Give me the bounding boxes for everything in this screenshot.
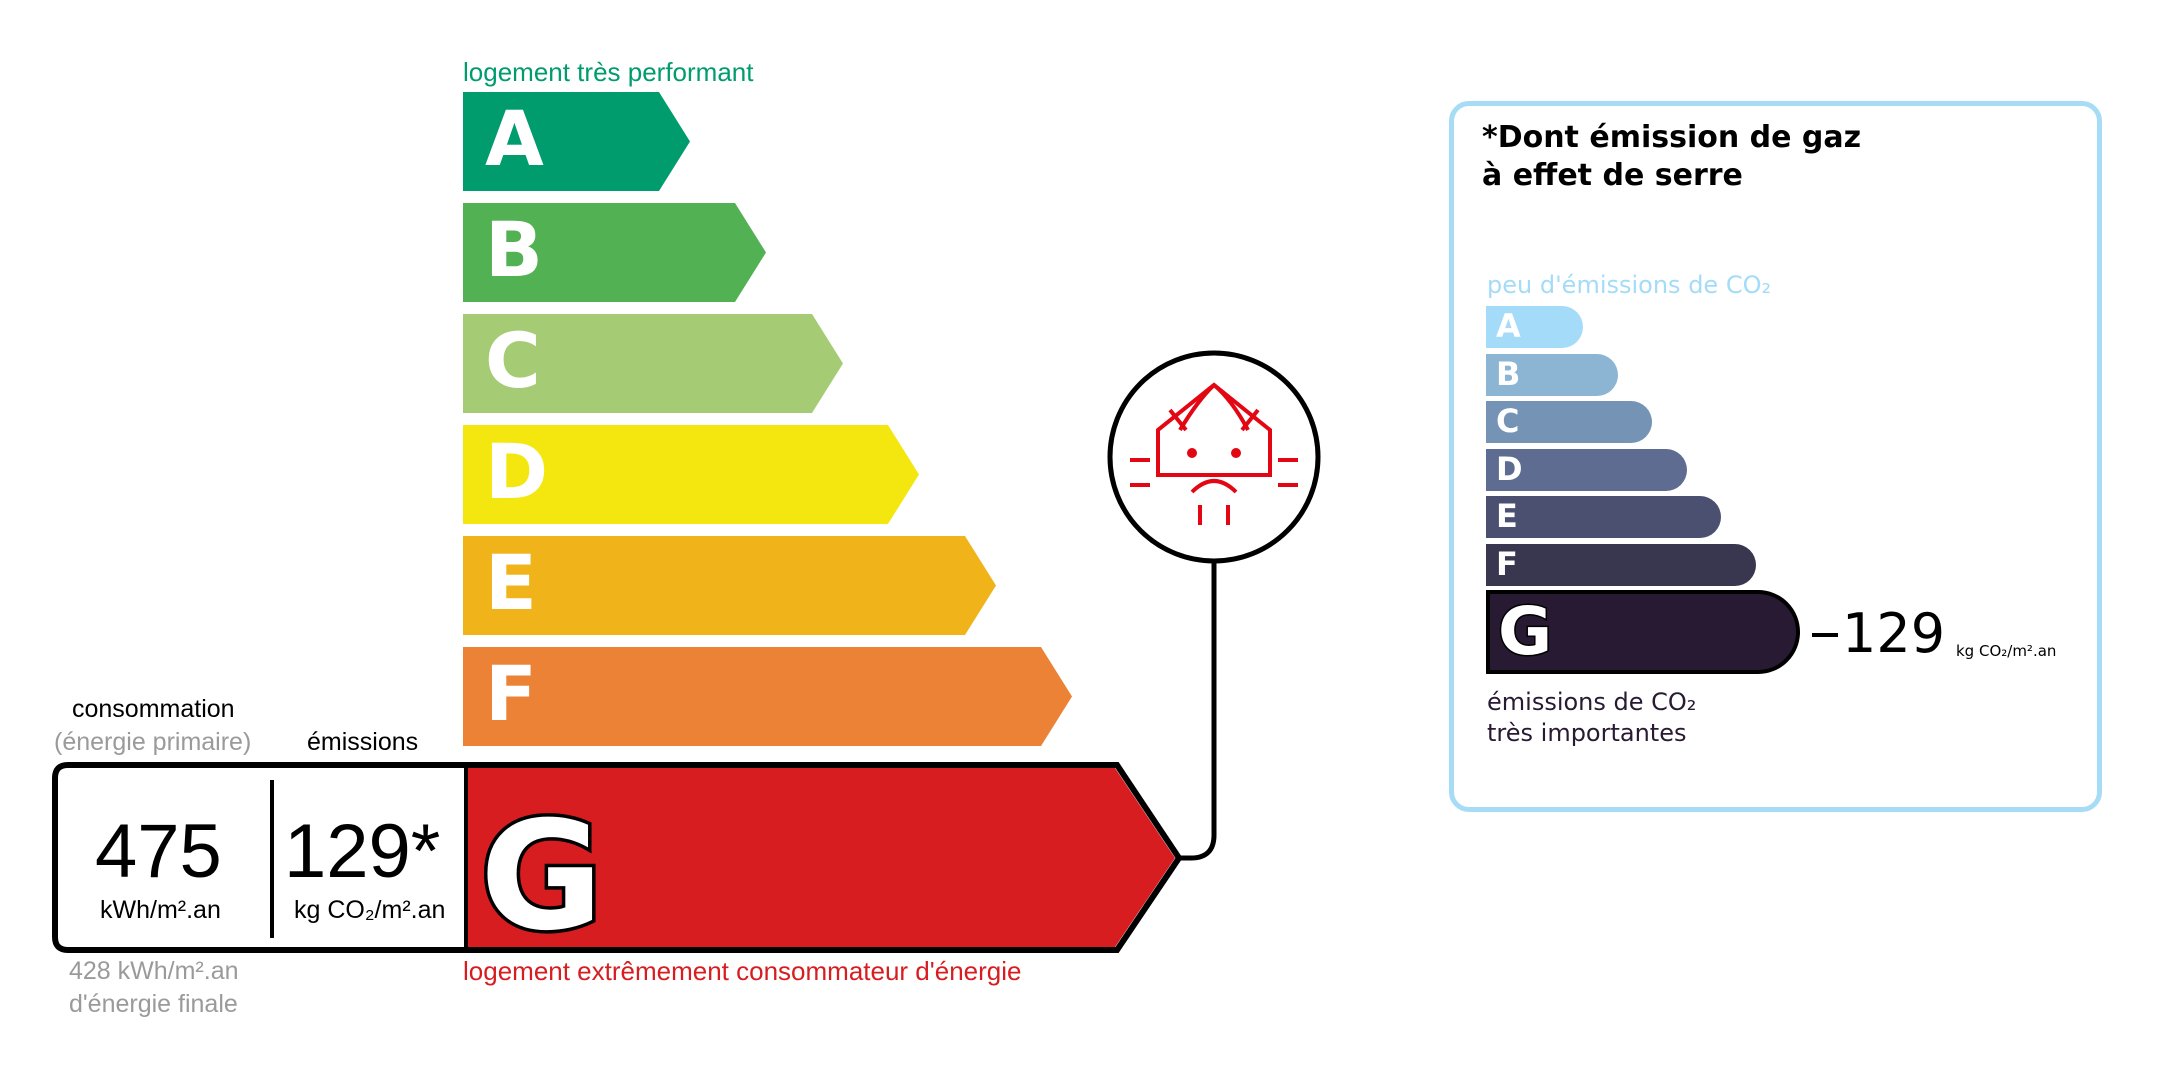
consumption-sublabel: (énergie primaire)	[54, 728, 252, 756]
class-letter: D	[485, 427, 549, 516]
ges-class-bar-b: B	[1486, 353, 1618, 396]
ges-bottom-label-line1: émissions de CO₂	[1487, 688, 1697, 716]
current-class-letter: G	[480, 790, 603, 964]
class-letter: F	[1496, 544, 1518, 583]
class-letter: E	[485, 538, 537, 627]
g-arrow-fill	[466, 768, 1175, 947]
ges-class-bar-e: E	[1486, 496, 1721, 538]
class-letter: B	[1496, 354, 1521, 393]
ges-panel: *Dont émission de gaz à effet de serre p…	[1449, 101, 2102, 812]
ges-class-bar-d: D	[1486, 448, 1687, 491]
ges-class-bar-c: C	[1486, 401, 1652, 443]
class-letter: E	[1496, 497, 1518, 535]
ges-title-line1: *Dont émission de gaz	[1482, 120, 1862, 155]
house-heat-loss-sad-icon	[1107, 350, 1321, 564]
energy-class-bar-b: B	[463, 203, 766, 302]
ges-top-label: peu d'émissions de CO₂	[1487, 271, 1772, 299]
connector-line	[1179, 563, 1217, 861]
consumption-label: consommation	[72, 695, 235, 723]
class-letter: B	[485, 205, 543, 294]
ges-value: 129	[1842, 602, 1946, 665]
energy-class-bar-e: E	[463, 536, 996, 635]
energy-class-bar-f: F	[463, 647, 1072, 746]
ges-title-line2: à effet de serre	[1482, 158, 1743, 193]
emissions-value: 129*	[284, 809, 441, 894]
energy-class-bar-d: D	[463, 425, 919, 524]
consumption-unit: kWh/m².an	[100, 896, 221, 924]
current-ges-letter: G	[1496, 592, 1553, 671]
final-energy-line1: 428 kWh/m².an	[69, 957, 239, 985]
class-letter: A	[485, 94, 544, 183]
final-energy-line2: d'énergie finale	[69, 990, 238, 1018]
bottom-label: logement extrêmement consommateur d'éner…	[463, 956, 1022, 986]
energy-class-bar-c: C	[463, 314, 843, 413]
ges-class-bar-f: F	[1486, 543, 1756, 586]
value-dash	[1812, 633, 1838, 637]
energy-class-bar-a: A	[463, 92, 690, 191]
ges-unit: kg CO₂/m².an	[1956, 642, 2057, 660]
emissions-label: émissions	[307, 728, 419, 756]
class-letter: F	[485, 649, 537, 738]
emissions-unit: kg CO₂/m².an	[294, 896, 446, 924]
class-letter: D	[1496, 449, 1523, 488]
ges-class-bar-g: G	[1486, 590, 1800, 674]
class-letter: C	[485, 316, 541, 405]
class-letter: A	[1496, 307, 1521, 345]
ges-class-bar-a: A	[1486, 306, 1583, 348]
class-letter: C	[1496, 402, 1520, 440]
ges-bottom-label-line2: très importantes	[1487, 719, 1687, 747]
top-label: logement très performant	[463, 57, 754, 87]
consumption-value: 475	[95, 809, 222, 894]
